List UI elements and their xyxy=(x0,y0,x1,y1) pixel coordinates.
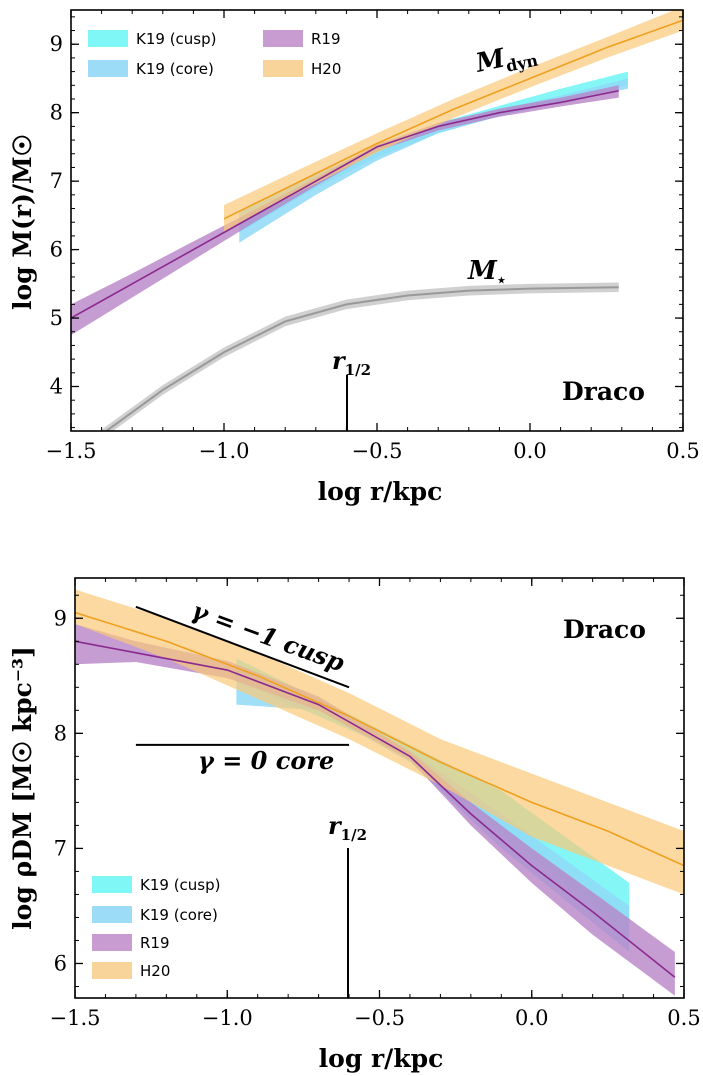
x-tick-label: 0.5 xyxy=(666,439,699,463)
stellar-mass-line xyxy=(104,286,619,431)
band-h20 xyxy=(224,10,683,233)
y-tick-label: 7 xyxy=(54,836,67,860)
y-tick-label: 4 xyxy=(50,375,63,399)
core-label: γ = 0 core xyxy=(198,746,334,775)
line-r19 xyxy=(75,640,676,978)
x-tick-label: 0.0 xyxy=(515,1006,548,1030)
y-axis-label: log M(r)/M☉ xyxy=(8,134,37,310)
legend-swatch-k19-cusp xyxy=(88,30,128,47)
legend-swatch-r19 xyxy=(92,934,132,951)
legend-swatch-k19-core xyxy=(92,906,132,923)
x-tick-label: −0.5 xyxy=(352,439,403,463)
legend-label-k19-core: K19 (core) xyxy=(136,60,214,78)
legend-label-h20: H20 xyxy=(311,60,341,78)
panel-title: Draco xyxy=(563,615,646,644)
line-h20 xyxy=(223,19,683,220)
legend-label-k19-cusp: K19 (cusp) xyxy=(140,876,221,894)
legend-label-k19-cusp: K19 (cusp) xyxy=(136,30,217,48)
mass-bands xyxy=(71,10,683,431)
legend-label-r19: R19 xyxy=(140,934,170,952)
bottom-panel-ticks: −1.5 −1.0 −0.5 0.0 0.5 6 7 8 9 xyxy=(50,578,701,1030)
band-k19-cusp xyxy=(239,71,628,233)
legend-swatch-h20 xyxy=(263,60,303,77)
y-tick-label: 6 xyxy=(50,238,63,262)
line-h20 xyxy=(75,611,684,867)
cusp-slope-guide xyxy=(135,605,350,689)
x-tick-label: −1.5 xyxy=(46,439,97,463)
y-tick-label: 8 xyxy=(50,101,63,125)
legend-swatch-k19-cusp xyxy=(92,876,132,893)
x-tick-label: −1.0 xyxy=(199,439,250,463)
mass-profile-panel: −1.5 −1.0 −0.5 0.0 0.5 4 5 6 7 8 9 K19 (cusp) K19 … xyxy=(8,9,700,506)
mass-lines xyxy=(71,19,683,431)
x-tick-label: 0.0 xyxy=(513,439,546,463)
rhalf-label: r1/2 xyxy=(332,346,371,379)
legend-label-h20: H20 xyxy=(140,962,170,980)
mstar-label: M⋆ xyxy=(467,256,506,289)
y-axis-label: log ρDM [M☉ kpc⁻³] xyxy=(8,646,37,930)
plot-background xyxy=(71,10,683,431)
legend: K19 (cusp) K19 (core) R19 H20 xyxy=(88,30,341,78)
legend: K19 (cusp) K19 (core) R19 H20 xyxy=(92,876,221,980)
x-tick-label: −1.0 xyxy=(202,1006,253,1030)
legend-swatch-r19 xyxy=(263,30,303,47)
x-tick-label: −1.5 xyxy=(50,1006,101,1030)
x-axis-label: log r/kpc xyxy=(319,1044,444,1073)
y-tick-label: 8 xyxy=(54,721,67,745)
y-tick-label: 6 xyxy=(54,951,67,975)
x-axis-label: log r/kpc xyxy=(318,477,443,506)
y-tick-label: 5 xyxy=(50,306,63,330)
density-bands xyxy=(75,589,684,996)
line-r19 xyxy=(71,89,619,319)
y-tick-label: 7 xyxy=(50,169,63,193)
mdyn-label: Mdyn xyxy=(472,37,540,82)
density-lines xyxy=(75,611,684,978)
band-r19 xyxy=(75,624,675,996)
y-tick-label: 9 xyxy=(50,32,63,56)
y-tick-label: 9 xyxy=(54,606,67,630)
band-h20 xyxy=(75,589,684,895)
rhalf-label: r1/2 xyxy=(328,811,367,844)
legend-label-r19: R19 xyxy=(311,30,341,48)
legend-swatch-k19-core xyxy=(88,60,128,77)
legend-label-k19-core: K19 (core) xyxy=(140,906,218,924)
panel-title: Draco xyxy=(562,377,645,406)
x-tick-label: 0.5 xyxy=(667,1006,700,1030)
x-tick-label: −0.5 xyxy=(354,1006,405,1030)
legend-swatch-h20 xyxy=(92,962,132,979)
top-panel-ticks: −1.5 −1.0 −0.5 0.0 0.5 4 5 6 7 8 9 xyxy=(46,10,700,463)
